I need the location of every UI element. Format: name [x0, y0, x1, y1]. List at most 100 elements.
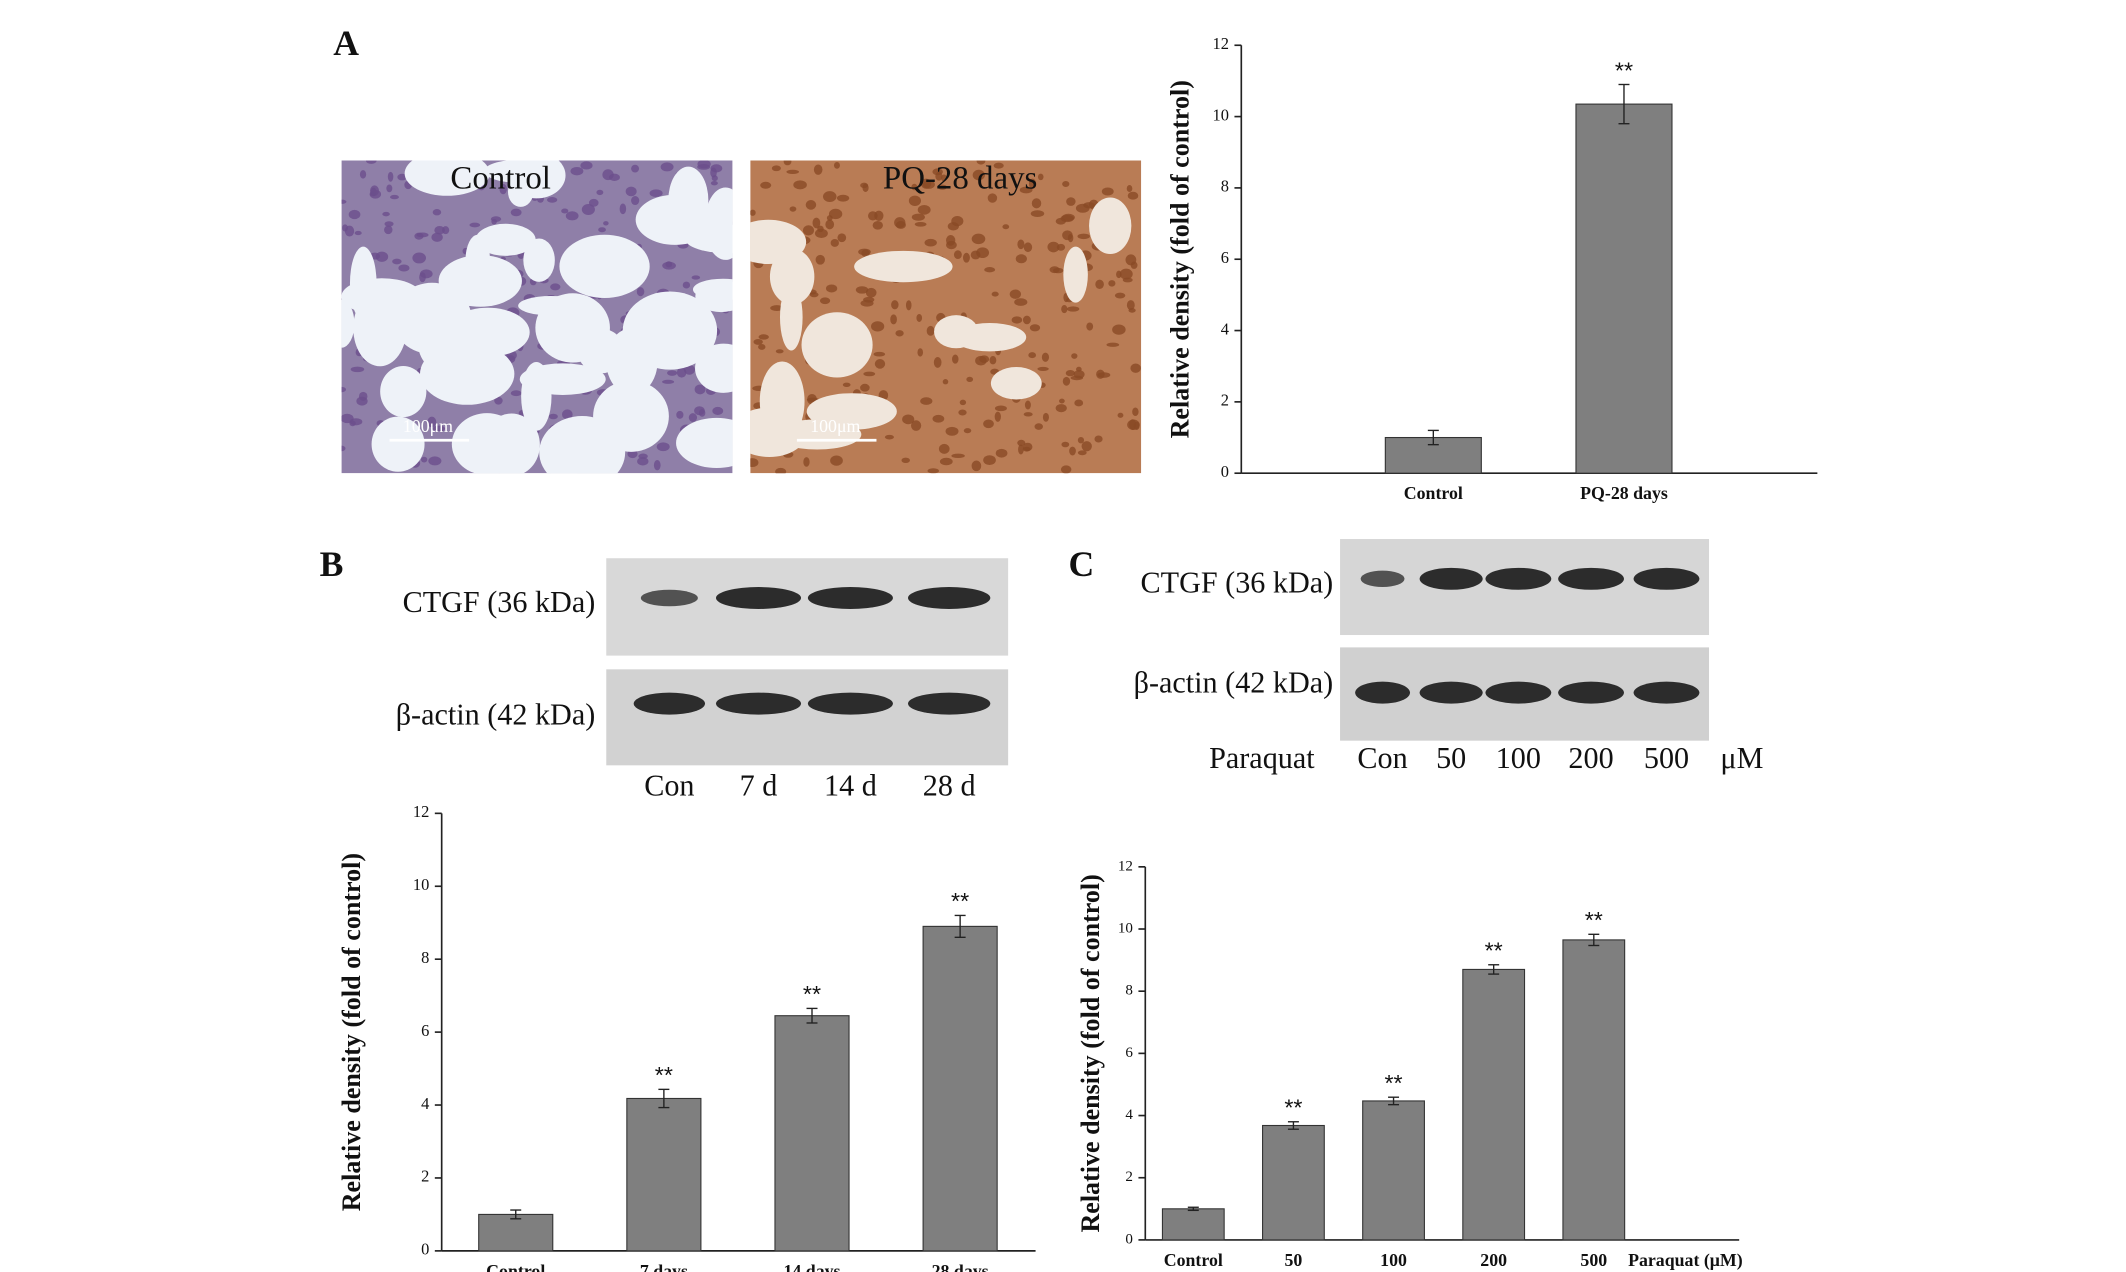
cell	[783, 160, 792, 166]
cell	[710, 180, 718, 186]
x-tick-label: 50	[1285, 1250, 1303, 1270]
cell	[962, 252, 970, 263]
cell	[1083, 202, 1095, 209]
cell	[1023, 412, 1033, 417]
cell	[561, 409, 573, 420]
cell	[694, 406, 705, 416]
cell	[1119, 268, 1133, 280]
blot-band	[633, 692, 706, 715]
y-tick-label: 6	[1125, 1045, 1133, 1061]
cell	[548, 413, 558, 420]
y-tick-label: 8	[421, 948, 429, 967]
cell	[358, 391, 368, 401]
blot-row-label: CTGF (36 kDa)	[1141, 566, 1334, 600]
cell	[637, 457, 649, 466]
cell	[884, 434, 894, 440]
cell	[1034, 423, 1043, 430]
cell	[1133, 421, 1140, 431]
cell	[819, 297, 831, 305]
cell	[398, 264, 410, 272]
scale-label: 100μm	[403, 416, 453, 436]
cell	[1028, 178, 1037, 190]
cell	[963, 428, 972, 434]
cell	[775, 349, 784, 354]
bar	[1362, 1100, 1425, 1241]
micrograph	[750, 160, 1142, 474]
cell	[349, 418, 363, 426]
cell	[976, 160, 986, 165]
cell	[341, 445, 346, 452]
cell	[1086, 322, 1094, 331]
alveolus	[1063, 246, 1088, 303]
lane-label: 50	[1436, 741, 1466, 775]
cell	[914, 221, 927, 227]
cell	[1081, 441, 1092, 452]
cell	[653, 459, 661, 471]
cell	[1015, 254, 1027, 264]
cell	[1066, 306, 1080, 312]
cell	[1028, 352, 1037, 359]
cell	[823, 191, 837, 202]
alveolus	[341, 278, 423, 315]
x-tick-label: 7 days	[640, 1261, 688, 1272]
y-tick-label: 8	[1125, 983, 1133, 999]
x-tick-label: PQ-28 days	[1580, 483, 1668, 503]
cell	[758, 344, 766, 350]
cell	[860, 299, 874, 307]
cell	[837, 233, 847, 243]
cell	[350, 366, 365, 373]
cell	[894, 217, 906, 228]
cell	[596, 189, 604, 196]
significance-label: **	[803, 981, 821, 1007]
error-bar	[954, 914, 966, 938]
y-tick-label: 12	[1118, 858, 1133, 874]
blot-strip	[606, 669, 1009, 766]
cell	[386, 184, 393, 193]
alveolus	[704, 187, 733, 260]
cell	[971, 233, 986, 245]
lane-label: 28 d	[923, 769, 976, 803]
x-tick-label: Control	[486, 1261, 545, 1272]
cell	[855, 286, 869, 294]
cell	[1062, 376, 1071, 386]
cell	[939, 457, 953, 466]
cell	[815, 254, 825, 265]
significance-label: **	[1485, 938, 1503, 964]
cell	[580, 161, 593, 170]
alveolus	[550, 431, 578, 474]
cell	[1029, 324, 1041, 332]
cell	[951, 453, 965, 458]
cell	[932, 414, 945, 423]
blot-band	[715, 587, 802, 609]
cell	[933, 357, 942, 368]
cell	[432, 425, 446, 432]
cell	[771, 165, 781, 172]
cell	[901, 457, 910, 463]
cell	[1070, 375, 1084, 381]
alveolus	[371, 416, 425, 472]
blot-band	[1633, 681, 1700, 704]
cell	[753, 339, 763, 345]
cell	[434, 226, 445, 235]
cell	[427, 416, 437, 428]
panel-label: C	[1068, 544, 1094, 584]
cell	[710, 167, 717, 178]
blot-band	[1558, 681, 1624, 704]
cell	[916, 314, 923, 322]
cell	[758, 334, 769, 340]
cell	[667, 370, 678, 376]
blot-band	[1419, 567, 1483, 590]
cell	[937, 184, 948, 190]
cell	[983, 419, 994, 429]
alveolus	[668, 166, 709, 235]
cell	[431, 232, 443, 242]
error-bar	[510, 1209, 522, 1220]
x-tick-label: 28 days	[932, 1261, 989, 1272]
cell	[991, 291, 999, 297]
cell	[842, 382, 851, 387]
alveolus	[676, 417, 733, 469]
y-tick-label: 2	[1221, 391, 1229, 410]
bar	[1462, 968, 1526, 1241]
y-tick-label: 6	[421, 1021, 429, 1040]
